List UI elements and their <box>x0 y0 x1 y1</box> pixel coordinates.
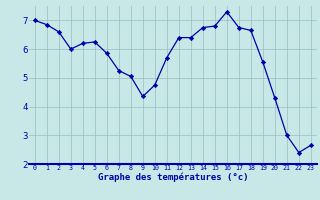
X-axis label: Graphe des températures (°c): Graphe des températures (°c) <box>98 173 248 182</box>
